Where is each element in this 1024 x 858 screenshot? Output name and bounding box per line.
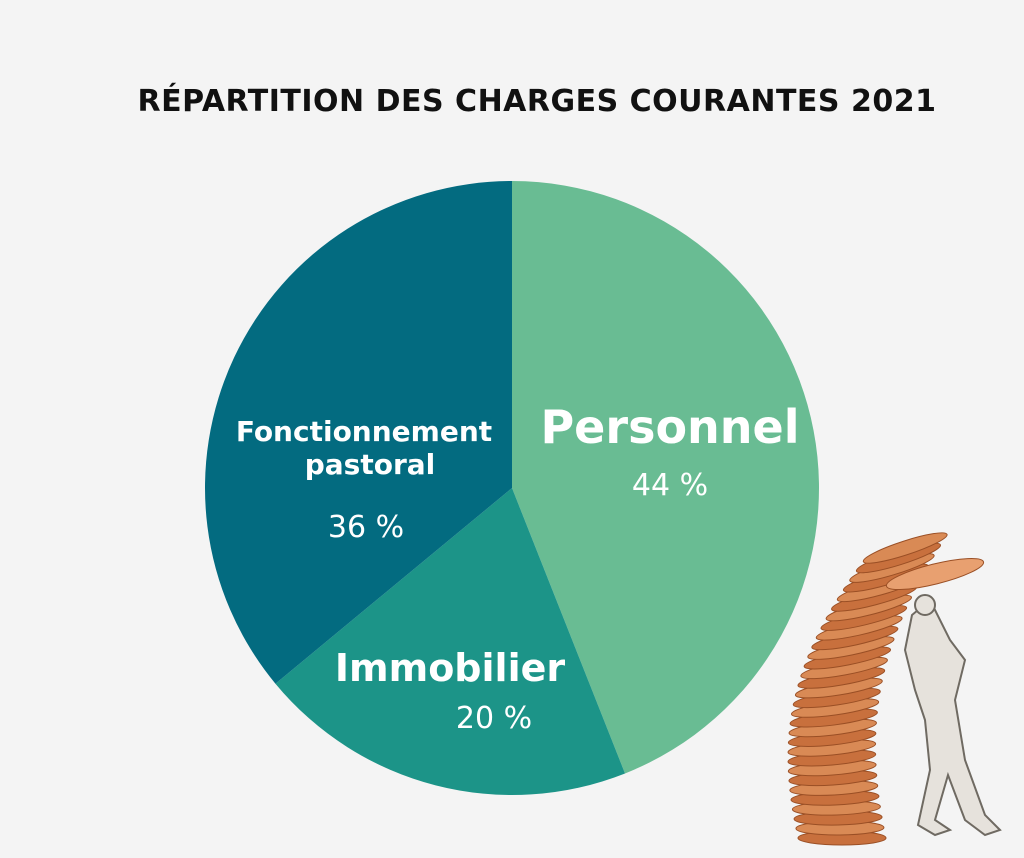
slice-label-fonctionnement-line2: pastoral xyxy=(305,448,436,481)
coin-stack-figure-icon xyxy=(787,532,1002,846)
pie-slices xyxy=(204,180,819,795)
slice-value-fonctionnement: 36 % xyxy=(328,510,404,545)
pie-slice-fonctionnement-pastoral xyxy=(204,180,512,684)
slice-label-immobilier: Immobilier xyxy=(335,646,565,690)
slice-label-fonctionnement-line1: Fonctionnement xyxy=(236,415,492,448)
slice-value-immobilier: 20 % xyxy=(456,701,532,736)
chart-title: RÉPARTITION DES CHARGES COURANTES 2021 xyxy=(137,84,937,119)
slice-value-personnel: 44 % xyxy=(632,468,708,503)
pie-slice-immobilier xyxy=(275,488,626,795)
slice-label-personnel: Personnel xyxy=(540,400,799,454)
pie-slice-personnel xyxy=(512,181,819,774)
pie-labels: Personnel 44 % Immobilier 20 % Fonctionn… xyxy=(236,400,800,736)
